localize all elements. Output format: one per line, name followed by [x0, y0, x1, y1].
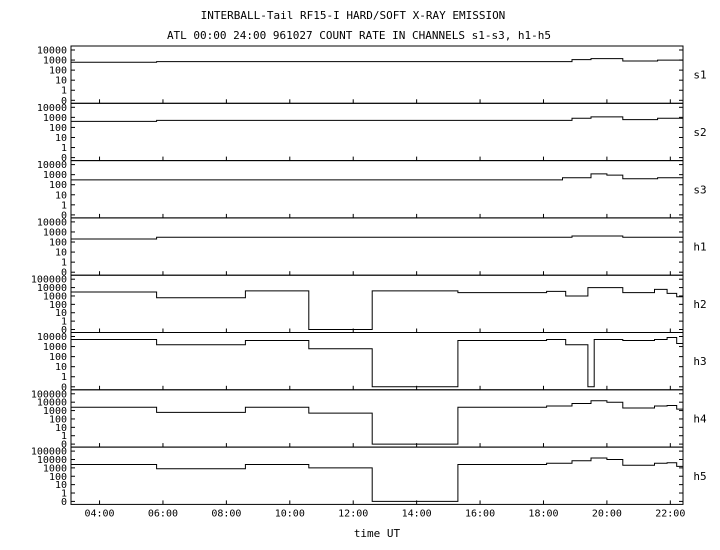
y-tick-label-h5: 1000: [43, 463, 67, 474]
trace-h4: [71, 400, 683, 445]
y-tick-label-h3: 1000: [43, 342, 67, 353]
y-tick-label-h4: 10: [55, 423, 67, 434]
x-tick-label: 16:00: [465, 508, 495, 519]
x-axis: 04:00 06:00 08:00 10:00 12:00 14:00 16:00 18:00…: [84, 508, 685, 519]
y-tick-label-h1: 100: [49, 238, 67, 249]
trace-s1: [71, 58, 683, 63]
channel-label-s2: s2: [693, 126, 706, 139]
x-tick-label: 06:00: [148, 508, 178, 519]
channel-label-h3: h3: [693, 355, 706, 368]
channel-label-h5: h5: [693, 470, 706, 483]
y-tick-label-h2: 1: [61, 317, 67, 328]
channel-label-h1: h1: [693, 241, 706, 254]
y-tick-label-h2: 10000: [37, 283, 67, 294]
trace-h2: [71, 287, 683, 330]
y-tick-label-h1: 1: [61, 258, 67, 269]
panel-frame-s3: [70, 160, 684, 219]
x-tick-label: 18:00: [528, 508, 558, 519]
chart-subtitle: ATL 00:00 24:00 961027 COUNT RATE IN CHA…: [167, 29, 551, 42]
x-axis-label: time UT: [354, 527, 401, 540]
y-tick-label-h4: 100000: [31, 389, 67, 400]
channel-label-h2: h2: [693, 298, 706, 311]
y-tick-label-s2: 1: [61, 143, 67, 154]
y-tick-label-h5: 100: [49, 472, 67, 483]
y-tick-label-s2: 0: [61, 153, 67, 164]
y-tick-label-h5: 1: [61, 489, 67, 500]
y-tick-label-h2: 0: [61, 325, 67, 336]
y-tick-label-s1: 1: [61, 86, 67, 97]
y-tick-label-s3: 10: [55, 190, 67, 201]
trace-h3: [71, 337, 683, 388]
y-tick-label-h5: 10000: [37, 455, 67, 466]
panels-group: 1000010001001010s11000010001001010s21000…: [31, 45, 707, 508]
panel-frame-s2: [70, 102, 684, 162]
y-tick-label-h4: 100: [49, 414, 67, 425]
y-tick-label-h2: 10: [55, 308, 67, 319]
x-tick-label: 14:00: [402, 508, 432, 519]
y-tick-label-h4: 0: [61, 440, 67, 451]
y-tick-label-h5: 100000: [31, 447, 67, 458]
y-tick-label-h5: 10: [55, 480, 67, 491]
channel-label-s3: s3: [693, 183, 706, 196]
y-tick-label-h2: 100: [49, 300, 67, 311]
y-tick-label-s1: 0: [61, 96, 67, 107]
y-tick-label-h3: 10000: [37, 332, 67, 343]
y-tick-label-h1: 1000: [43, 227, 67, 238]
y-tick-label-s3: 1000: [43, 170, 67, 181]
y-tick-label-h3: 1: [61, 372, 67, 383]
x-tick-label: 22:00: [655, 508, 685, 519]
y-tick-label-h4: 10000: [37, 398, 67, 409]
trace-h5: [71, 457, 683, 502]
trace-h1: [71, 235, 683, 240]
channel-label-h4: h4: [693, 412, 707, 425]
y-tick-label-s2: 100: [49, 123, 67, 134]
y-tick-label-s3: 0: [61, 210, 67, 221]
panel-frame-h5: [70, 446, 684, 505]
y-tick-label-h1: 0: [61, 268, 67, 279]
y-tick-label-s1: 10000: [37, 46, 67, 57]
x-tick-label: 20:00: [592, 508, 622, 519]
y-tick-label-h3: 100: [49, 352, 67, 363]
y-tick-label-s2: 10000: [37, 103, 67, 114]
y-tick-label-s1: 10: [55, 76, 67, 87]
y-tick-label-s3: 10000: [37, 160, 67, 171]
y-tick-label-s1: 100: [49, 66, 67, 77]
y-tick-label-h1: 10: [55, 248, 67, 259]
channel-label-s1: s1: [693, 69, 706, 82]
x-tick-label: 04:00: [84, 508, 114, 519]
x-tick-label: 10:00: [275, 508, 305, 519]
x-tick-label: 08:00: [211, 508, 241, 519]
y-tick-label-s2: 10: [55, 133, 67, 144]
y-tick-label-h4: 1000: [43, 406, 67, 417]
y-tick-label-s2: 1000: [43, 113, 67, 124]
panel-frame-h4: [70, 389, 684, 448]
trace-s3: [71, 173, 683, 181]
trace-s2: [71, 116, 683, 122]
panel-frame-s1: [70, 45, 684, 104]
panel-frame-h1: [70, 217, 684, 276]
y-tick-label-h3: 0: [61, 382, 67, 393]
chart-title: INTERBALL-Tail RF15-I HARD/SOFT X-RAY EM…: [201, 9, 506, 22]
panel-frame-h2: [70, 274, 684, 334]
y-tick-label-s1: 1000: [43, 56, 67, 67]
y-tick-label-h4: 1: [61, 431, 67, 442]
y-tick-label-h5: 0: [61, 497, 67, 508]
y-tick-label-s3: 100: [49, 180, 67, 191]
y-tick-label-h1: 10000: [37, 217, 67, 228]
y-tick-label-h2: 1000: [43, 291, 67, 302]
y-tick-label-h3: 10: [55, 362, 67, 373]
panel-frame-h3: [70, 332, 684, 391]
y-tick-label-s3: 1: [61, 200, 67, 211]
y-tick-label-h2: 100000: [31, 275, 67, 286]
x-tick-label: 12:00: [338, 508, 368, 519]
